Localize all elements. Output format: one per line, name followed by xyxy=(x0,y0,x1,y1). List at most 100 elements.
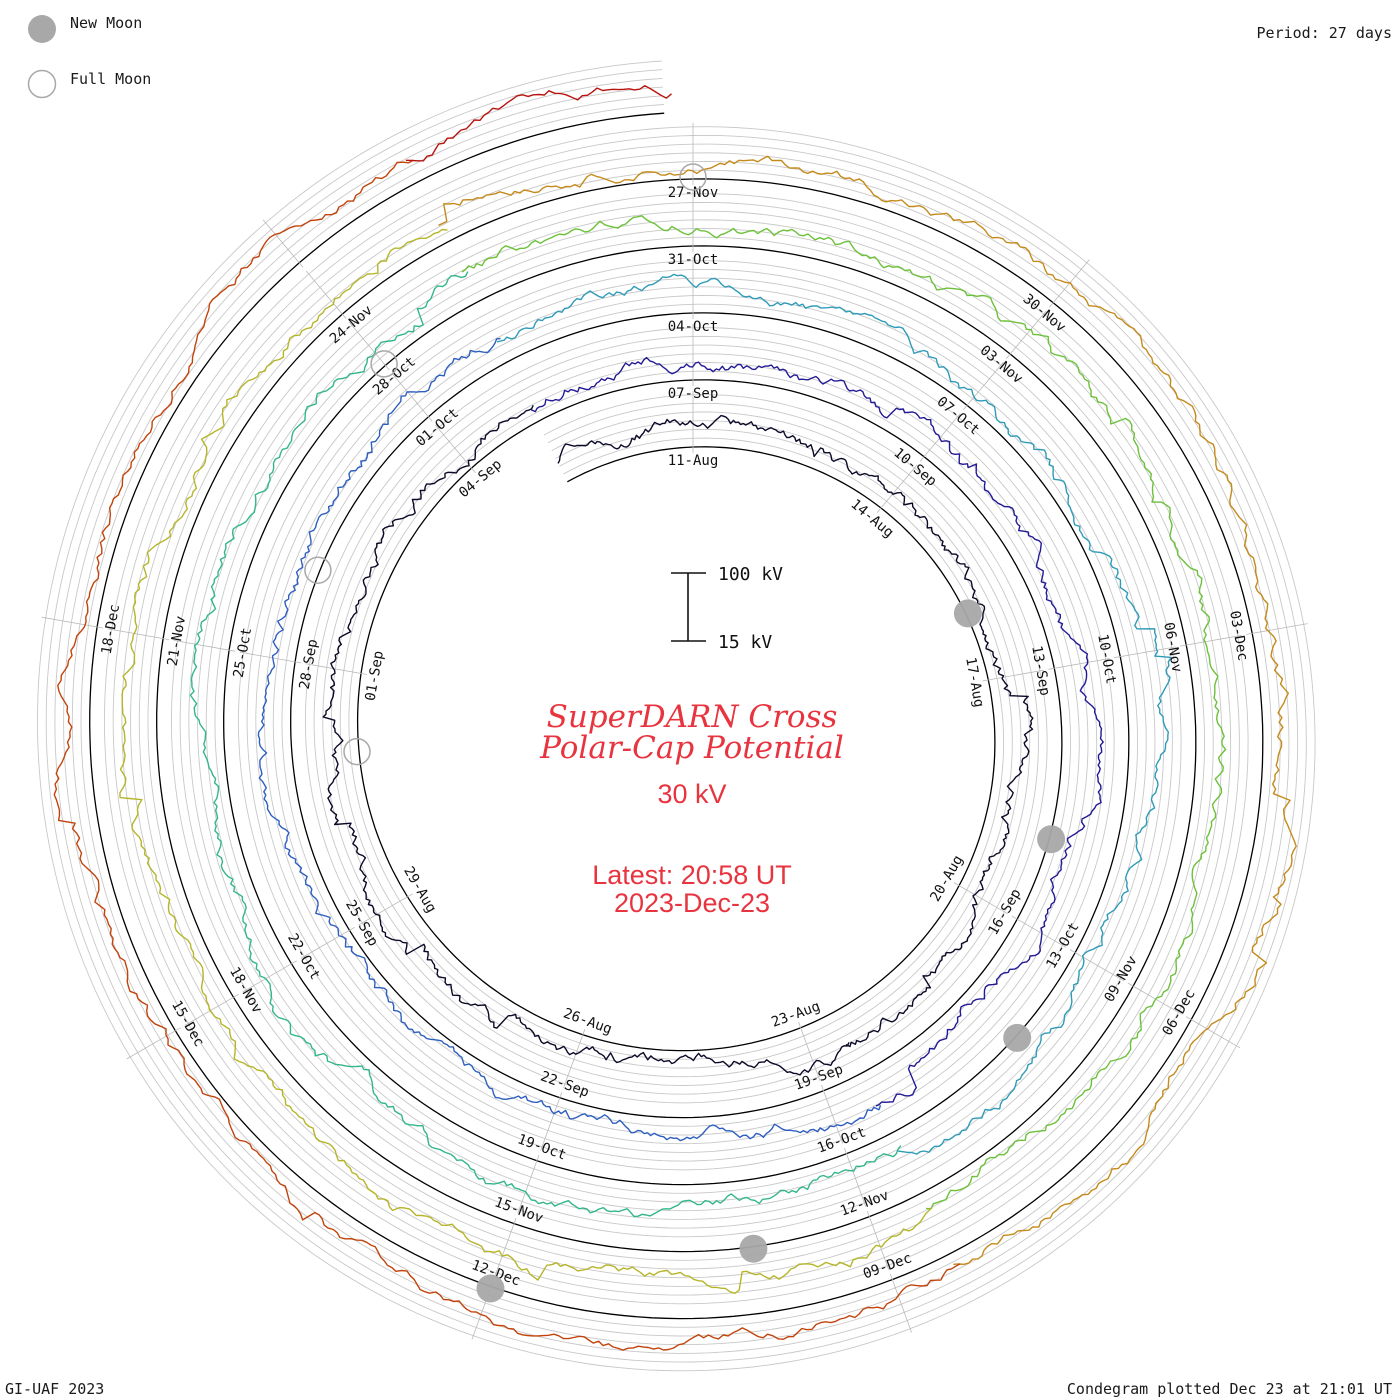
potential-trace-segment xyxy=(557,414,1034,1048)
potential-trace-segment xyxy=(405,85,672,162)
new-moon-marker xyxy=(1037,825,1066,854)
day-spoke xyxy=(305,270,347,319)
date-tick-label: 31-Oct xyxy=(668,252,719,268)
day-spoke xyxy=(305,663,368,675)
potential-series xyxy=(53,85,1297,1351)
date-tick-label: 13-Oct xyxy=(1043,920,1082,972)
new-moon-marker xyxy=(739,1234,768,1263)
potential-trace-segment xyxy=(257,337,882,1142)
day-spoke xyxy=(844,1147,867,1207)
date-tick-label: 23-Aug xyxy=(769,998,822,1030)
new-moon-marker xyxy=(476,1274,505,1303)
day-spoke xyxy=(517,1154,540,1214)
day-spoke xyxy=(1246,623,1308,635)
potential-trace-segment xyxy=(496,273,1172,1155)
day-spoke xyxy=(798,1021,821,1081)
date-tick-label: 16-Sep xyxy=(985,886,1024,938)
date-tick-label: 19-Sep xyxy=(792,1061,845,1093)
day-spoke xyxy=(1069,949,1125,982)
potential-trace-segment xyxy=(119,228,933,1294)
guide-spiral xyxy=(36,60,1316,1372)
potential-trace-segment xyxy=(438,155,1297,1265)
day-spoke xyxy=(1005,310,1047,359)
day-spoke xyxy=(494,1217,517,1277)
credit-label: GI-UAF 2023 xyxy=(5,1380,104,1398)
day-spoke xyxy=(239,651,302,664)
date-tick-label: 25-Oct xyxy=(231,626,256,679)
date-tick-label: 27-Nov xyxy=(668,185,719,201)
potential-trace-segment xyxy=(530,356,1104,1107)
date-tick-label: 06-Nov xyxy=(1160,621,1185,674)
day-spoke xyxy=(540,1091,563,1151)
day-spoke xyxy=(563,1028,586,1088)
plotted-label: Condegram plotted Dec 23 at 21:01 UT xyxy=(1067,1380,1392,1398)
day-spoke xyxy=(1011,915,1067,948)
day-spoke xyxy=(348,322,390,371)
potential-trace-segment xyxy=(461,215,1227,1210)
chart-title-line1: SuperDARN Cross xyxy=(547,699,838,735)
day-spoke xyxy=(821,1084,844,1144)
date-tick-label: 11-Aug xyxy=(668,453,719,469)
day-spoke xyxy=(126,1027,181,1060)
day-spoke xyxy=(184,993,239,1026)
guide-spiral xyxy=(54,77,1299,1354)
day-spoke xyxy=(982,669,1044,682)
date-tick-label: 10-Oct xyxy=(1094,633,1119,686)
day-spoke xyxy=(1127,982,1183,1015)
date-tick-label: 28-Sep xyxy=(297,638,322,691)
potential-trace-segment xyxy=(53,159,961,1351)
full-moon-marker xyxy=(343,737,371,766)
day-spoke xyxy=(262,219,304,268)
date-tick-label: 09-Nov xyxy=(1102,953,1141,1005)
scale-top-label: 100 kV xyxy=(718,564,783,585)
new-moon-marker xyxy=(953,599,982,628)
date-tick-label: 22-Sep xyxy=(538,1068,591,1100)
new-moon-label: New Moon xyxy=(70,14,142,32)
date-tick-label: 19-Oct xyxy=(515,1131,568,1163)
day-spoke xyxy=(41,616,104,629)
day-spoke xyxy=(866,1210,889,1270)
date-tick-label: 01-Sep xyxy=(363,650,388,703)
current-value: 30 kV xyxy=(657,779,726,809)
day-spoke xyxy=(1114,646,1176,659)
day-spoke xyxy=(1180,634,1242,647)
guide-spiral xyxy=(71,95,1281,1337)
guide-spiral xyxy=(45,69,1307,1363)
date-tick-label: 15-Nov xyxy=(492,1194,545,1226)
full-moon-marker xyxy=(679,163,707,191)
date-tick-label: 18-Dec xyxy=(99,603,124,656)
date-tick-label: 29-Aug xyxy=(400,864,439,916)
new-moon-icon xyxy=(28,15,56,43)
day-spoke xyxy=(876,464,918,513)
day-spoke xyxy=(107,628,170,640)
date-tick-label: 03-Dec xyxy=(1226,610,1251,663)
date-tick-label: 21-Nov xyxy=(165,615,190,668)
date-tick-label: 04-Oct xyxy=(668,319,719,335)
day-spoke xyxy=(1048,658,1110,670)
full-moon-marker xyxy=(370,350,398,378)
guide-spiral xyxy=(80,104,1272,1328)
day-spoke xyxy=(889,1273,912,1333)
day-spokes xyxy=(41,122,1308,1340)
day-spoke xyxy=(962,362,1004,411)
baseline-spiral xyxy=(89,112,1264,1320)
date-tick-label: 12-Nov xyxy=(838,1187,891,1219)
day-spoke xyxy=(173,640,236,652)
full-moon-marker xyxy=(304,556,332,584)
date-tick-label: 06-Dec xyxy=(1160,987,1199,1039)
date-tick-label: 07-Sep xyxy=(668,386,719,402)
day-spoke xyxy=(1185,1016,1241,1049)
day-spoke xyxy=(391,373,433,422)
date-tick-label: 13-Sep xyxy=(1028,644,1053,697)
day-spoke xyxy=(242,960,297,993)
latest-time: Latest: 20:58 UT xyxy=(592,860,792,890)
day-spoke xyxy=(953,882,1009,915)
date-tick-label: 20-Aug xyxy=(927,853,966,905)
scale-bar: 100 kV 15 kV xyxy=(671,564,783,653)
scale-bottom-label: 15 kV xyxy=(718,632,772,653)
date-tick-label: 04-Sep xyxy=(456,456,505,501)
potential-trace-segment xyxy=(322,405,850,1076)
chart-title-line2: Polar-Cap Potential xyxy=(539,730,844,766)
